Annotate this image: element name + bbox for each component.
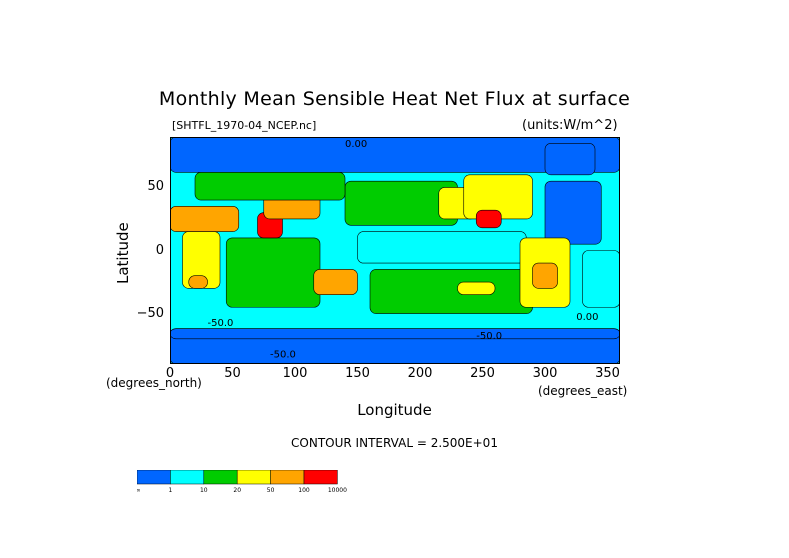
colorbar-swatch bbox=[170, 470, 205, 485]
x-tick-label: 150 bbox=[345, 366, 370, 381]
contour-interval-label: CONTOUR INTERVAL = 2.500E+01 bbox=[291, 436, 498, 450]
units-label: (units:W/m^2) bbox=[522, 118, 618, 133]
chart-title: Monthly Mean Sensible Heat Net Flux at s… bbox=[158, 88, 631, 110]
contour-label: -50.0 bbox=[476, 331, 502, 342]
colorbar-swatch bbox=[203, 470, 238, 485]
heatmap-region-australia bbox=[313, 269, 358, 295]
heatmap-region-south-pacific-yellow bbox=[457, 281, 496, 295]
colorbar-swatch bbox=[137, 470, 171, 485]
heatmap-region-south-africa-orange bbox=[188, 275, 208, 289]
contour-label: 0.00 bbox=[576, 312, 598, 323]
colorbar-label: -∞ bbox=[137, 487, 141, 494]
heatmap-region-antarctica-edge bbox=[170, 328, 620, 340]
heatmap-region-mexico bbox=[475, 209, 502, 229]
heatmap-region-north-polar-band bbox=[170, 137, 620, 173]
colorbar-label: 50 bbox=[267, 487, 275, 494]
colorbar-swatch bbox=[270, 470, 305, 485]
x-tick-label: 50 bbox=[224, 366, 241, 381]
heatmap-region-south-america-orange bbox=[532, 262, 558, 289]
heatmap-region-greenland bbox=[544, 143, 596, 176]
x-axis-label: Longitude bbox=[357, 401, 432, 419]
colorbar-swatch bbox=[303, 470, 338, 485]
heatmap-cells bbox=[170, 137, 620, 364]
y-axis-units: (degrees_north) bbox=[106, 376, 202, 390]
heatmap-region-sahara-arabia bbox=[170, 206, 240, 232]
x-tick-label: 250 bbox=[470, 366, 495, 381]
heatmap-region-north-atlantic bbox=[544, 180, 602, 245]
heatmap-region-south-pacific bbox=[369, 269, 533, 314]
heatmap-region-south-atlantic bbox=[582, 250, 620, 308]
y-tick-label: 0 bbox=[155, 242, 164, 258]
contour-label: 0.00 bbox=[345, 139, 367, 150]
colorbar-label: 100 bbox=[298, 487, 310, 494]
y-tick-label: −50 bbox=[136, 305, 164, 321]
colorbar-label: 20 bbox=[233, 487, 241, 494]
x-tick-label: 100 bbox=[282, 366, 308, 381]
heatmap-region-indian-ocean bbox=[225, 237, 321, 308]
colorbar: -∞ 1 10 20 50 100 10000 bbox=[137, 470, 347, 494]
colorbar-label: 1 bbox=[168, 487, 172, 494]
contour-labels: 0.00 0.00 -50.0 -50.0 -50.0 bbox=[208, 139, 599, 361]
contour-label: -50.0 bbox=[208, 318, 234, 329]
file-label: [SHTFL_1970-04_NCEP.nc] bbox=[172, 119, 317, 132]
colorbar-swatch bbox=[236, 470, 271, 485]
heatmap-region-tropical-pacific bbox=[357, 231, 527, 264]
plot-frame bbox=[170, 137, 620, 364]
colorbar-label: 10000 bbox=[328, 487, 347, 494]
contour-label: -50.0 bbox=[270, 350, 296, 361]
colorbar-label: 10 bbox=[200, 487, 208, 494]
x-tick-label: 200 bbox=[407, 366, 433, 381]
x-tick-label: 0 bbox=[165, 366, 175, 381]
x-tick-label: 300 bbox=[532, 366, 558, 381]
map-plot-area: 0.00 0.00 -50.0 -50.0 -50.0 bbox=[170, 137, 620, 364]
x-axis-units: (degrees_east) bbox=[538, 384, 628, 398]
heatmap-region-europe-asia-mid bbox=[194, 172, 346, 201]
y-tick-label: 50 bbox=[147, 179, 164, 195]
x-tick-label: 350 bbox=[595, 366, 620, 381]
